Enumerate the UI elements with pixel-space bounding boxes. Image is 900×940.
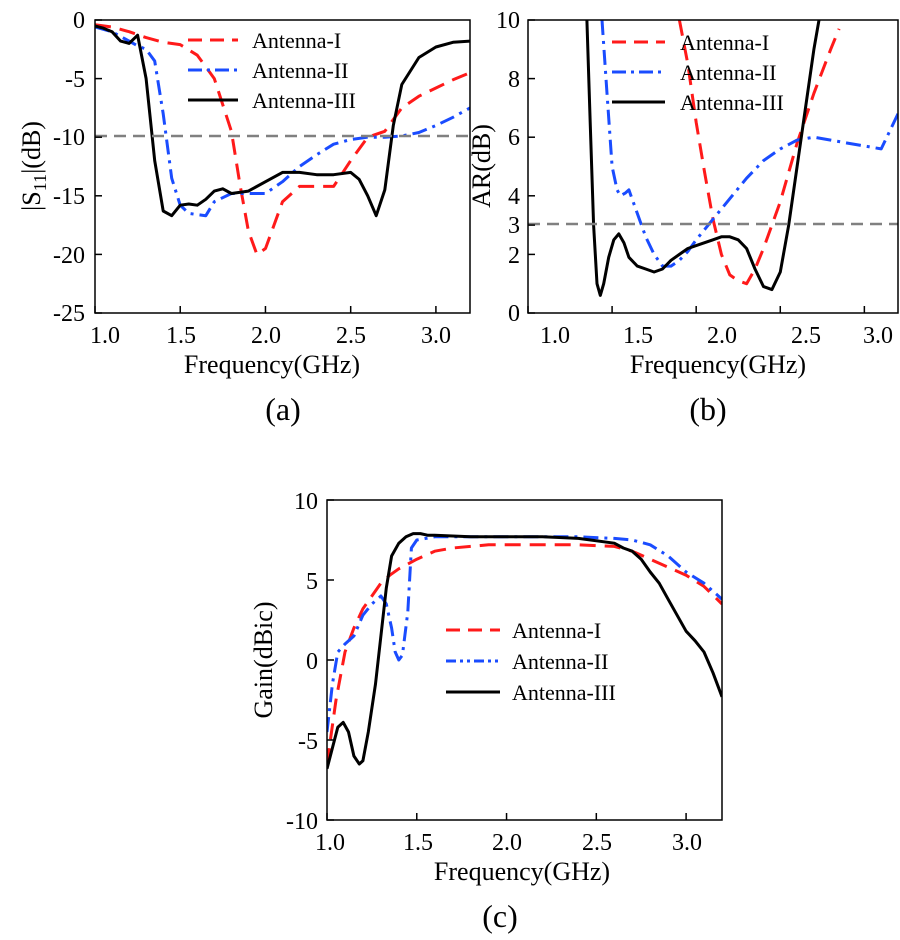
panel-a-series-antenna-i xyxy=(95,23,470,256)
panel-c-ylabel: Gain(dBic) xyxy=(249,602,278,719)
panel-b-xtick-label: 3.0 xyxy=(863,323,893,349)
panel-c: 10 5 0 -5 -10 1.0 1.5 2.0 2.5 3.0 Freque… xyxy=(249,489,723,934)
panel-b-legend: Antenna-I Antenna-II Antenna-III xyxy=(612,30,784,115)
panel-c-legend-label: Antenna-III xyxy=(512,680,616,705)
panel-c-xtick-label: 1.5 xyxy=(403,830,433,856)
panel-c-tick-layer xyxy=(326,499,687,821)
panel-b-xtick-label: 2.5 xyxy=(791,323,821,349)
panel-b-tick-layer xyxy=(527,19,866,314)
panel-b-xlabel: Frequency(GHz) xyxy=(630,350,806,379)
panel-c-xlabel: Frequency(GHz) xyxy=(434,857,610,886)
panel-c-series-antenna-ii xyxy=(327,535,722,733)
panel-b-series-antenna-iii xyxy=(585,20,821,297)
panel-a-xtick-label: 1.0 xyxy=(90,323,120,349)
panel-b-ytick-label: 8 xyxy=(508,67,520,93)
panel-a-ytick-label: -15 xyxy=(53,184,85,210)
panel-a-ylabel: |S11|(dB) xyxy=(17,121,50,211)
panel-c-xtick-label: 2.0 xyxy=(492,830,522,856)
panel-b: 10 8 6 4 3 2 0 1.0 1.5 2.0 2.5 3.0 Frequ… xyxy=(467,8,899,427)
panel-a-xtick-label: 2.5 xyxy=(336,323,366,349)
panel-c-ytick-label: -10 xyxy=(286,809,318,835)
panel-b-xtick-label: 2.0 xyxy=(707,323,737,349)
panel-b-series-layer xyxy=(585,20,898,297)
panel-a-ytick-label: -25 xyxy=(53,301,85,327)
panel-b-legend-label: Antenna-II xyxy=(680,60,777,85)
panel-c-legend-label: Antenna-II xyxy=(512,649,609,674)
panel-b-ytick-label: 0 xyxy=(508,301,520,327)
panel-a-ytick-label: -10 xyxy=(53,125,85,151)
panel-a-xtick-label: 3.0 xyxy=(421,323,451,349)
panel-b-series-antenna-i xyxy=(677,20,841,286)
panel-c-ytick-label: 5 xyxy=(306,569,318,595)
panel-c-xtick-label: 1.0 xyxy=(315,830,345,856)
panel-a-xtick-label: 2.0 xyxy=(251,323,281,349)
panel-a-ylabel-subscript: 11 xyxy=(30,174,50,191)
panel-c-series-antenna-i xyxy=(327,543,722,765)
panel-c-series-antenna-iii xyxy=(327,532,722,770)
panel-b-ytick-label: 4 xyxy=(508,184,520,210)
panel-b-ylabel: AR(dB) xyxy=(467,124,496,208)
panel-c-xtick-label: 2.5 xyxy=(582,830,612,856)
panel-a-xlabel: Frequency(GHz) xyxy=(184,350,360,379)
panel-a-ylabel-main: |S xyxy=(17,191,46,211)
panel-b-xtick-label: 1.5 xyxy=(623,323,653,349)
panel-c-ytick-label: 10 xyxy=(294,489,318,515)
panel-a-caption: (a) xyxy=(265,391,301,427)
panel-c-xtick-label: 3.0 xyxy=(672,830,702,856)
panel-c-ytick-label: 0 xyxy=(306,649,318,675)
panel-a-series-antenna-iii xyxy=(95,24,470,218)
panel-b-ytick-label: 10 xyxy=(496,8,520,34)
panel-c-legend-label: Antenna-I xyxy=(512,618,601,643)
panel-b-ytick-label: 2 xyxy=(508,243,520,269)
panel-b-legend-label: Antenna-I xyxy=(680,30,769,55)
panel-a-legend-label: Antenna-I xyxy=(252,28,341,53)
panel-a: 0 -5 -10 -15 -20 -25 1.0 1.5 2.0 2.5 3.0… xyxy=(17,8,471,427)
panel-a-tick-layer xyxy=(94,19,437,314)
panel-c-series-layer xyxy=(327,532,722,770)
panel-b-ytick-label: 3 xyxy=(508,213,520,239)
panel-a-xtick-label: 1.5 xyxy=(166,323,196,349)
panel-b-series-antenna-ii xyxy=(600,20,898,268)
panel-b-legend-label: Antenna-III xyxy=(680,90,784,115)
panel-a-plot-frame xyxy=(94,19,471,314)
panel-a-legend: Antenna-I Antenna-II Antenna-III xyxy=(188,28,356,113)
panel-a-ytick-label: -20 xyxy=(53,243,85,269)
panel-a-ylabel-tail: |(dB) xyxy=(17,121,46,174)
panel-b-plot-frame xyxy=(527,19,899,314)
panel-b-xtick-label: 1.0 xyxy=(540,323,570,349)
panel-c-ytick-label: -5 xyxy=(298,729,318,755)
panel-c-legend: Antenna-I Antenna-II Antenna-III xyxy=(446,618,616,705)
panel-b-caption: (b) xyxy=(689,391,726,427)
panel-a-series-layer xyxy=(95,23,470,256)
panel-a-legend-label: Antenna-III xyxy=(252,88,356,113)
panel-a-ytick-label: -5 xyxy=(65,67,85,93)
panel-a-ytick-label: 0 xyxy=(73,8,85,34)
panel-a-legend-label: Antenna-II xyxy=(252,58,349,83)
panel-b-ytick-label: 6 xyxy=(508,125,520,151)
panel-c-caption: (c) xyxy=(482,898,518,934)
